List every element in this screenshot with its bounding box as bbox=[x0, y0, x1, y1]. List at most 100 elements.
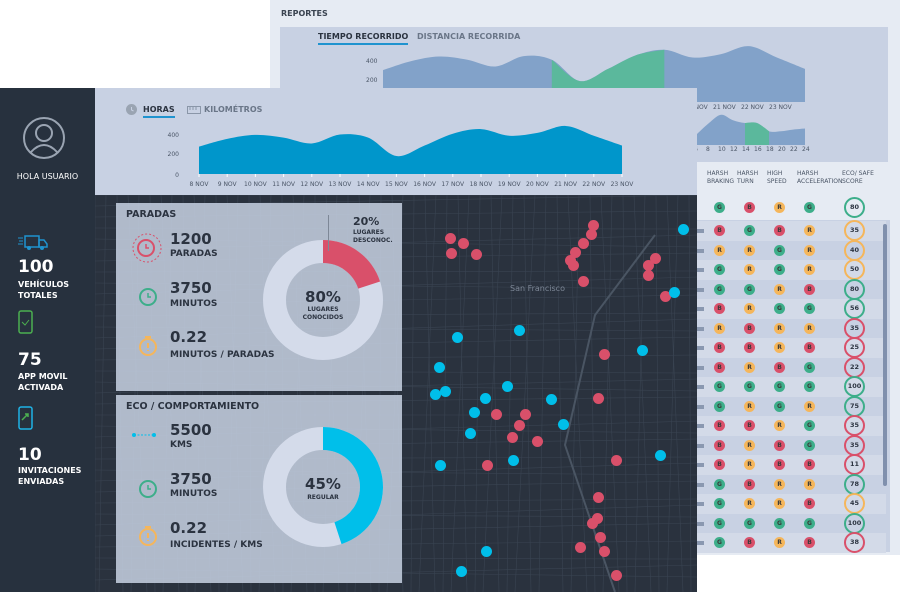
vehicle-marker-stopped[interactable] bbox=[593, 492, 604, 503]
vehicle-marker-moving[interactable] bbox=[440, 386, 451, 397]
vehicle-marker-stopped[interactable] bbox=[611, 455, 622, 466]
vehicle-marker-stopped[interactable] bbox=[482, 460, 493, 471]
vehicle-marker-stopped[interactable] bbox=[458, 238, 469, 249]
table-row[interactable]: G R G R 75 bbox=[690, 395, 886, 417]
tab-kilometros[interactable]: KILOMÉTROS bbox=[204, 105, 263, 114]
scrollbar[interactable] bbox=[883, 224, 887, 486]
vehicle-marker-stopped[interactable] bbox=[599, 546, 610, 557]
vehicle-marker-stopped[interactable] bbox=[588, 220, 599, 231]
table-row[interactable]: G R G R 50 bbox=[690, 259, 886, 280]
vehicle-marker-stopped[interactable] bbox=[595, 532, 606, 543]
vehicle-marker-stopped[interactable] bbox=[587, 518, 598, 529]
vehicle-marker-stopped[interactable] bbox=[570, 247, 581, 258]
x-tick-label: 18 NOV bbox=[470, 181, 494, 188]
table-row[interactable]: G B R R 78 bbox=[690, 473, 886, 495]
hour-tick-label: 22 bbox=[790, 146, 798, 153]
donut-label-line2: CONOCIDOS bbox=[302, 314, 344, 321]
vehicle-marker-moving[interactable] bbox=[452, 332, 463, 343]
vehicle-marker-stopped[interactable] bbox=[445, 233, 456, 244]
rating-badge: R bbox=[714, 322, 725, 334]
table-row[interactable]: B G B R 35 bbox=[690, 220, 886, 241]
vehicle-marker-stopped[interactable] bbox=[491, 409, 502, 420]
vehicle-marker-stopped[interactable] bbox=[507, 432, 518, 443]
vehicle-marker-stopped[interactable] bbox=[578, 238, 589, 249]
rating-badge: G bbox=[774, 381, 785, 392]
hour-tick-label: 8 bbox=[706, 146, 710, 153]
eco-score: 35 bbox=[844, 220, 865, 241]
column-header: HARSH ACCELERATION bbox=[797, 170, 843, 185]
greeting: HOLA USUARIO bbox=[16, 172, 79, 181]
vehicle-marker-stopped[interactable] bbox=[520, 409, 531, 420]
hour-tick-label: 10 bbox=[718, 146, 726, 153]
table-row[interactable]: R R G R 40 bbox=[690, 239, 886, 261]
rating-badge: G bbox=[714, 381, 725, 392]
vehicle-marker-moving[interactable] bbox=[546, 394, 557, 405]
vehicle-marker-moving[interactable] bbox=[465, 428, 476, 439]
table-row[interactable]: R B R R 35 bbox=[690, 317, 886, 339]
vehicle-marker-stopped[interactable] bbox=[514, 420, 525, 431]
eco-score: 35 bbox=[844, 317, 865, 339]
map-road bbox=[666, 195, 684, 592]
vehicle-marker-moving[interactable] bbox=[480, 393, 491, 404]
vehicle-marker-moving[interactable] bbox=[655, 450, 666, 461]
rating-badge: R bbox=[744, 439, 755, 451]
vehicle-marker-moving[interactable] bbox=[678, 224, 689, 235]
table-row[interactable]: G G G G 100 bbox=[690, 512, 886, 534]
vehicle-marker-stopped[interactable] bbox=[446, 248, 457, 259]
table-row[interactable]: B B R G 35 bbox=[690, 415, 886, 436]
app-label-line1: APP MOVIL bbox=[18, 372, 68, 381]
vehicle-marker-moving[interactable] bbox=[481, 546, 492, 557]
table-row[interactable]: G R R B 45 bbox=[690, 493, 886, 514]
tab-distancia-recorrida[interactable]: DISTANCIA RECORRIDA bbox=[417, 32, 521, 41]
table-row[interactable]: B R B G 35 bbox=[690, 434, 886, 456]
vehicle-marker-stopped[interactable] bbox=[575, 542, 586, 553]
vehicle-marker-moving[interactable] bbox=[637, 345, 648, 356]
paradas-label: PARADAS bbox=[170, 249, 218, 259]
vehicle-marker-stopped[interactable] bbox=[578, 276, 589, 287]
invites-label-line1: INVITACIONES bbox=[18, 466, 82, 475]
vehicle-marker-stopped[interactable] bbox=[650, 253, 661, 264]
table-row[interactable]: G B R B 38 bbox=[690, 532, 886, 553]
map[interactable]: San Francisco PARADAS 1200 PARADAS 3750 … bbox=[95, 195, 697, 592]
vehicle-marker-stopped[interactable] bbox=[643, 260, 654, 271]
table-row[interactable]: B R G G 56 bbox=[690, 298, 886, 319]
vehicle-marker-moving[interactable] bbox=[508, 455, 519, 466]
vehicle-marker-stopped[interactable] bbox=[611, 570, 622, 581]
vehicle-marker-moving[interactable] bbox=[558, 419, 569, 430]
vehicle-marker-moving[interactable] bbox=[669, 287, 680, 298]
vehicle-marker-moving[interactable] bbox=[456, 566, 467, 577]
eco-score: 38 bbox=[844, 532, 865, 553]
table-row[interactable]: G B R G 80 bbox=[690, 197, 886, 218]
table-row[interactable]: B B R B 25 bbox=[690, 337, 886, 358]
vehicle-marker-moving[interactable] bbox=[435, 460, 446, 471]
map-road bbox=[474, 195, 481, 592]
truncated-cell bbox=[696, 287, 704, 292]
vehicle-marker-stopped[interactable] bbox=[532, 436, 543, 447]
vehicle-marker-stopped[interactable] bbox=[660, 291, 671, 302]
vehicle-marker-moving[interactable] bbox=[434, 362, 445, 373]
vehicle-marker-moving[interactable] bbox=[430, 389, 441, 400]
vehicle-marker-stopped[interactable] bbox=[599, 349, 610, 360]
truncated-cell bbox=[696, 229, 704, 233]
vehicle-marker-stopped[interactable] bbox=[592, 513, 603, 524]
vehicle-marker-moving[interactable] bbox=[502, 381, 513, 392]
table-row[interactable]: G G G G 100 bbox=[690, 376, 886, 397]
user-avatar-icon[interactable] bbox=[22, 116, 66, 160]
vehicle-marker-stopped[interactable] bbox=[643, 270, 654, 281]
table-row[interactable]: B R B G 22 bbox=[690, 356, 886, 378]
vehicle-marker-moving[interactable] bbox=[514, 325, 525, 336]
vehicle-marker-moving[interactable] bbox=[469, 407, 480, 418]
vehicle-marker-stopped[interactable] bbox=[471, 249, 482, 260]
map-road bbox=[514, 195, 536, 592]
table-row[interactable]: G G R B 80 bbox=[690, 278, 886, 300]
vehicle-marker-stopped[interactable] bbox=[586, 229, 597, 240]
vehicle-marker-stopped[interactable] bbox=[593, 393, 604, 404]
rating-badge: B bbox=[744, 420, 755, 431]
app-count: 75 bbox=[18, 350, 42, 370]
x-tick-label: 9 NOV bbox=[218, 181, 238, 188]
tab-horas[interactable]: HORAS bbox=[143, 105, 175, 118]
table-row[interactable]: B R B B 11 bbox=[690, 454, 886, 475]
vehicle-marker-stopped[interactable] bbox=[568, 260, 579, 271]
hour-tick-label: 20 bbox=[778, 146, 786, 153]
tab-tiempo-recorrido[interactable]: TIEMPO RECORRIDO bbox=[318, 32, 409, 45]
